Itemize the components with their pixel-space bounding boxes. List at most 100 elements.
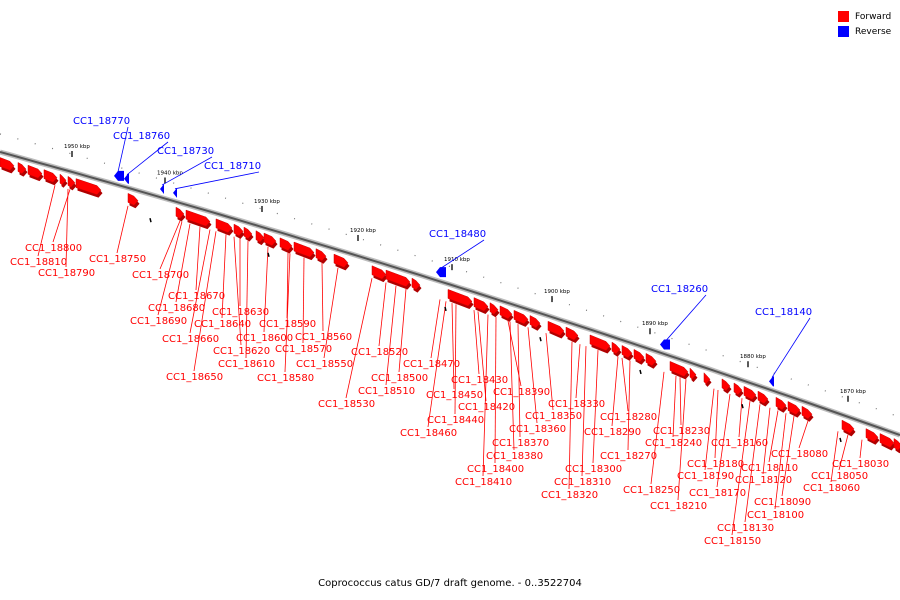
reverse-swatch (838, 26, 849, 37)
forward-gene (333, 253, 349, 268)
forward-callout-line (731, 400, 751, 536)
forward-callout-line (454, 304, 457, 415)
forward-callout-line (116, 205, 129, 254)
forward-gene-label: CC1_18570 (275, 344, 332, 355)
forward-callout-line (477, 311, 487, 402)
forward-callout-line (781, 415, 795, 497)
forward-gene-label: CC1_18310 (554, 477, 611, 488)
forward-gene (645, 352, 657, 367)
forward-callout-line (575, 344, 581, 399)
forward-callout-line (193, 231, 217, 372)
forward-gene-label: CC1_18030 (832, 459, 889, 470)
forward-gene-label: CC1_18590 (259, 319, 316, 330)
reverse-gene-label: CC1_18760 (113, 131, 170, 142)
forward-callout-line (482, 314, 489, 477)
forward-callout-line (52, 189, 71, 243)
reverse-callout-line (174, 171, 260, 190)
reverse-gene (173, 187, 177, 198)
reverse-gene-label: CC1_18770 (73, 116, 130, 127)
forward-gene-label: CC1_18600 (236, 333, 293, 344)
forward-callout-line (672, 375, 677, 438)
forward-gene-label: CC1_18250 (623, 485, 680, 496)
forward-gene-label: CC1_18580 (257, 373, 314, 384)
forward-gene (529, 315, 541, 329)
forward-callout-line (157, 221, 183, 316)
forward-callout-line (286, 252, 289, 319)
forward-gene-label: CC1_18550 (296, 359, 353, 370)
forward-gene-label: CC1_18620 (213, 346, 270, 357)
forward-callout-line (838, 434, 849, 471)
forward-gene-label: CC1_18500 (371, 373, 428, 384)
reverse-callout-line (126, 141, 169, 176)
forward-gene-label: CC1_18370 (492, 438, 549, 449)
forward-gene (279, 237, 293, 251)
forward-callout-line (716, 394, 731, 488)
forward-gene (447, 289, 473, 307)
forward-gene-label: CC1_18420 (458, 402, 515, 413)
forward-gene (633, 348, 645, 363)
forward-gene (489, 302, 499, 315)
forward-callout-line (451, 303, 455, 390)
forward-callout-line (509, 321, 515, 451)
forward-callout-line (762, 407, 771, 475)
forward-gene-label: CC1_18670 (168, 291, 225, 302)
forward-gene-label: CC1_18210 (650, 501, 707, 512)
forward-callout-line (744, 404, 761, 523)
forward-callout-line (830, 431, 839, 483)
forward-gene-label: CC1_18520 (351, 347, 408, 358)
forward-gene (513, 309, 529, 325)
forward-gene-label: CC1_18680 (148, 303, 205, 314)
forward-gene-label: CC1_18660 (162, 334, 219, 345)
forward-gene-label: CC1_18320 (541, 490, 598, 501)
genome-caption: Coprococcus catus GD/7 draft genome. - 0… (318, 578, 582, 589)
forward-gene (611, 341, 621, 355)
reverse-gene-label: CC1_18710 (204, 161, 261, 172)
forward-gene (255, 230, 265, 243)
forward-gene-label: CC1_18700 (132, 270, 189, 281)
reverse-gene-label: CC1_18260 (651, 284, 708, 295)
forward-gene-label: CC1_18150 (704, 536, 761, 547)
reverse-callout-line (771, 317, 811, 378)
legend: Forward Reverse (838, 9, 891, 39)
forward-gene-label: CC1_18610 (218, 359, 275, 370)
forward-gene-label: CC1_18810 (10, 257, 67, 268)
reverse-callout-line (440, 239, 485, 269)
forward-callout-line (385, 285, 397, 386)
forward-gene (75, 178, 102, 195)
reverse-gene-label: CC1_18140 (755, 307, 812, 318)
reverse-gene (124, 173, 129, 184)
forward-gene-label: CC1_18350 (525, 411, 582, 422)
forward-callout-line (704, 388, 715, 471)
forward-callout-line (494, 317, 497, 464)
forward-callout-line (738, 398, 743, 438)
forward-gene-label: CC1_18430 (451, 375, 508, 386)
forward-gene (787, 401, 801, 415)
forward-gene-label: CC1_18120 (735, 475, 792, 486)
forward-gene-label: CC1_18240 (645, 438, 702, 449)
forward-callout-line (568, 341, 573, 490)
forward-gene (801, 405, 813, 420)
forward-callout-line (159, 220, 181, 270)
forward-gene (621, 345, 633, 359)
forward-gene (893, 437, 900, 451)
forward-callout-line (37, 185, 56, 257)
forward-gene (669, 361, 689, 377)
forward-gene-label: CC1_18640 (194, 319, 251, 330)
legend-forward: Forward (838, 9, 891, 24)
forward-callout-line (427, 301, 447, 428)
position-marker (639, 369, 642, 375)
forward-gene (59, 173, 67, 186)
forward-callout-line (65, 188, 69, 268)
forward-gene-label: CC1_18360 (509, 424, 566, 435)
scale-tick-label: 1940 kbp (157, 171, 183, 177)
forward-gene-label: CC1_18800 (25, 243, 82, 254)
forward-callout-line (679, 377, 682, 426)
forward-callout-line (473, 310, 480, 375)
reverse-gene (769, 376, 774, 387)
forward-gene (565, 326, 579, 341)
forward-gene-label: CC1_18080 (771, 449, 828, 460)
forward-swatch (838, 11, 849, 22)
forward-gene-label: CC1_18330 (548, 399, 605, 410)
forward-gene (775, 396, 787, 411)
reverse-gene (660, 339, 670, 350)
